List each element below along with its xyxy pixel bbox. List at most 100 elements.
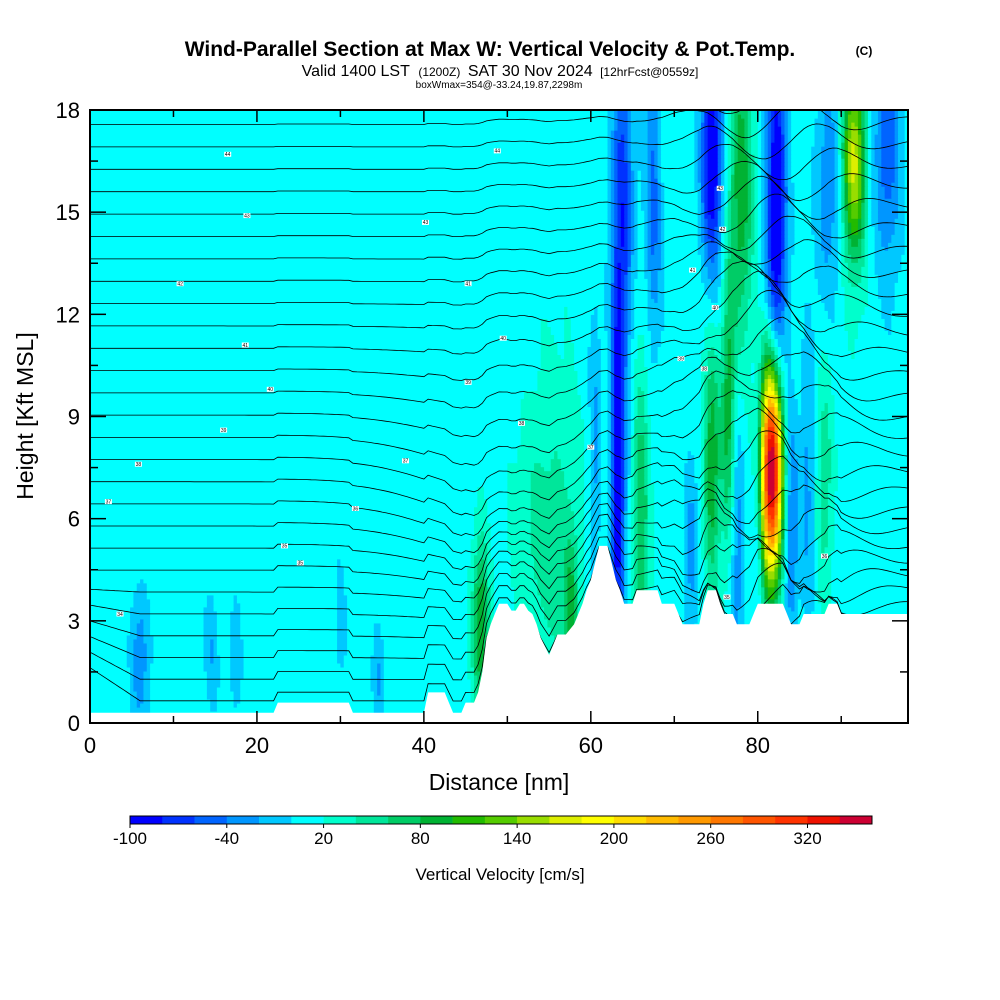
w-cell [610, 494, 615, 500]
w-cell [801, 350, 816, 355]
w-cell [644, 578, 649, 584]
w-cell [761, 382, 766, 388]
w-cell [837, 478, 908, 484]
w-cell [90, 382, 538, 388]
w-cell [884, 326, 892, 331]
w-cell [744, 334, 762, 339]
w-cell [610, 562, 615, 568]
w-cell [794, 394, 802, 400]
w-cell [587, 378, 602, 384]
w-cell [877, 278, 899, 283]
w-cell [243, 654, 338, 660]
w-cell [630, 502, 635, 508]
w-cell [701, 446, 705, 452]
w-cell [764, 430, 769, 436]
w-cell [734, 490, 745, 496]
w-cell [590, 522, 602, 528]
w-cell [610, 438, 615, 444]
w-cell [701, 526, 705, 532]
w-cell [590, 542, 599, 548]
w-cell [744, 590, 759, 596]
w-cell [774, 530, 779, 536]
w-cell [610, 470, 615, 476]
w-cell [610, 462, 615, 468]
w-cell [564, 630, 569, 636]
w-cell [607, 462, 612, 468]
w-cell [470, 550, 478, 556]
w-cell [767, 466, 776, 472]
w-cell [650, 462, 685, 468]
w-cell [126, 654, 135, 660]
w-cell [597, 414, 602, 420]
w-cell [764, 474, 769, 480]
w-cell [627, 318, 632, 323]
w-cell [774, 346, 779, 351]
w-cell [210, 702, 218, 708]
w-cell [821, 538, 829, 544]
w-cell [624, 354, 629, 360]
w-cell [787, 482, 792, 488]
w-cell [590, 458, 595, 464]
w-cell [744, 550, 759, 556]
w-cell [380, 630, 468, 636]
w-cell [597, 310, 605, 315]
w-cell [584, 478, 592, 484]
w-cell [644, 526, 649, 532]
w-cell [731, 550, 735, 556]
w-cell [664, 302, 722, 307]
w-cell [757, 278, 766, 283]
w-cell [383, 642, 468, 648]
w-cell [707, 370, 712, 376]
w-cell [574, 566, 579, 572]
w-cell [744, 558, 759, 564]
w-cell [564, 318, 572, 323]
w-cell [507, 486, 532, 492]
w-cell [817, 398, 836, 404]
w-cell [337, 626, 348, 632]
w-cell [230, 650, 245, 656]
w-cell [90, 538, 472, 544]
w-cell [614, 370, 622, 376]
w-cell [654, 490, 685, 496]
w-cell [373, 638, 385, 644]
w-cell [584, 474, 592, 480]
w-cell [714, 422, 725, 428]
w-cell [607, 374, 612, 380]
w-cell [664, 314, 722, 319]
w-cell [894, 286, 908, 291]
w-cell [774, 282, 779, 287]
w-cell [774, 378, 779, 384]
w-cell [587, 394, 595, 400]
w-cell [600, 442, 609, 448]
w-cell [717, 550, 732, 556]
w-cell [654, 510, 685, 516]
w-cell [767, 486, 776, 492]
w-cell [373, 650, 385, 656]
w-cell [767, 330, 772, 335]
w-cell [470, 542, 478, 548]
w-cell [781, 382, 786, 388]
w-cell [620, 266, 629, 271]
w-cell [731, 450, 735, 456]
w-cell [767, 526, 776, 532]
w-cell [220, 658, 231, 664]
w-cell [490, 590, 495, 596]
w-cell [787, 422, 816, 428]
w-cell [514, 598, 542, 604]
w-cell [477, 490, 485, 496]
w-cell [594, 386, 599, 392]
w-cell [630, 542, 635, 548]
w-cell [754, 486, 759, 492]
w-cell [694, 526, 699, 532]
w-cell [647, 478, 652, 484]
w-cell [714, 410, 725, 416]
w-cell [727, 562, 732, 568]
w-cell [787, 514, 799, 520]
w-cell [814, 390, 819, 396]
w-cell [477, 638, 485, 644]
w-cell [804, 542, 809, 548]
w-cell [721, 286, 725, 291]
w-cell [767, 558, 776, 564]
w-cell [624, 422, 629, 428]
w-cell [530, 494, 569, 500]
